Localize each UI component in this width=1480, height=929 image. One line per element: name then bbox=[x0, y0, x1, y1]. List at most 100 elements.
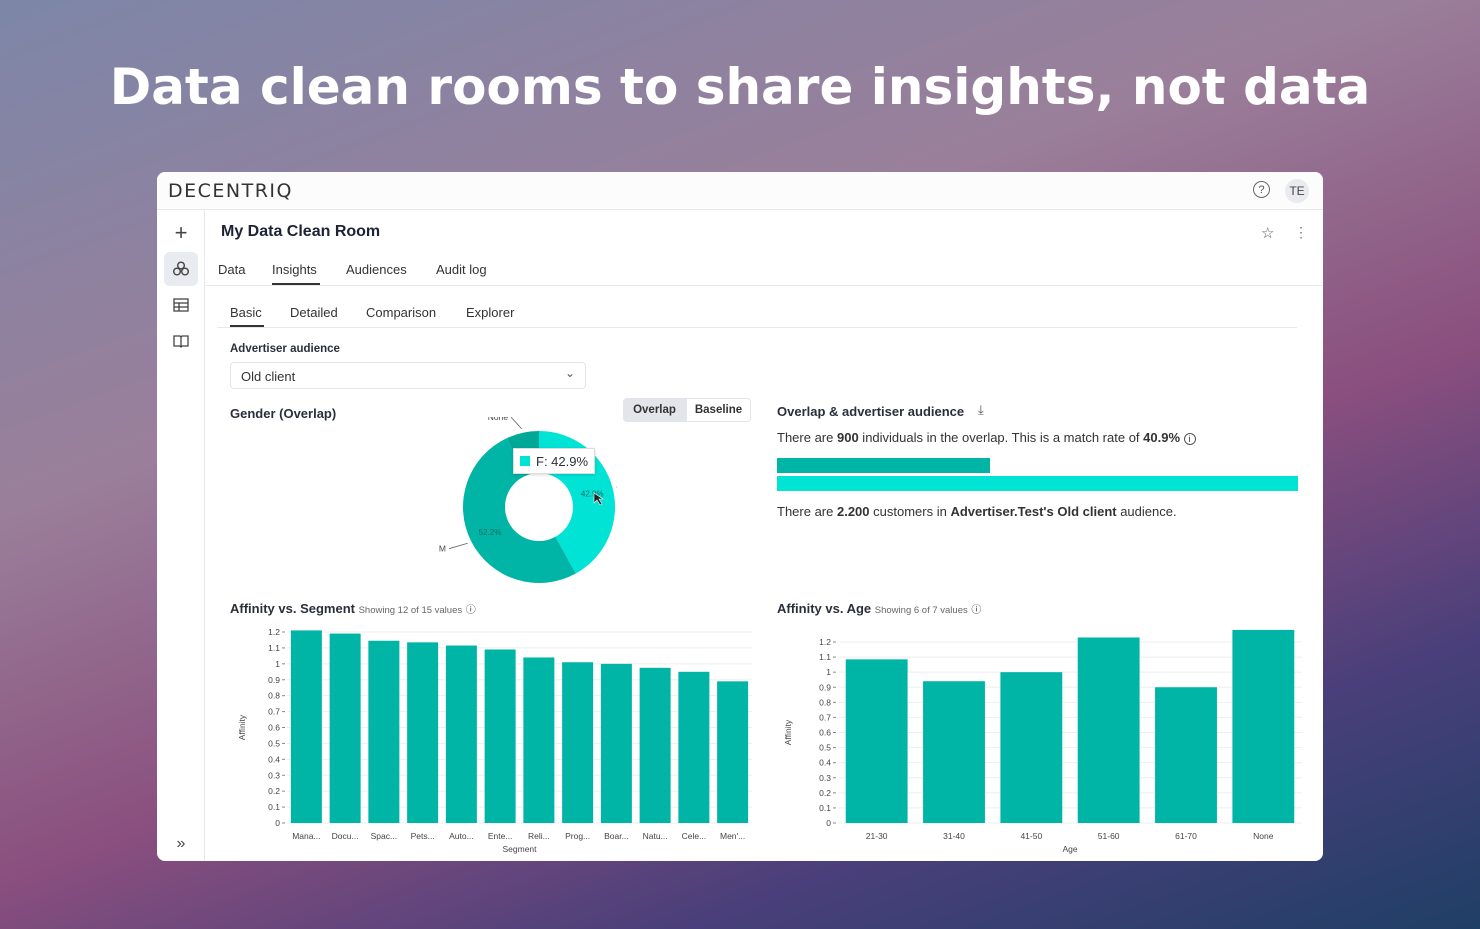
tab-insights[interactable]: Insights bbox=[272, 262, 317, 277]
y-tick-label: 1.2 bbox=[268, 627, 280, 637]
y-tick-label: 0.3 bbox=[268, 770, 280, 780]
slice-value-label: 42.9% bbox=[581, 489, 604, 498]
y-axis-label: Affinity bbox=[237, 714, 247, 740]
bar bbox=[484, 649, 516, 823]
slice-leader-line bbox=[616, 486, 617, 488]
y-tick-label: 0.4 bbox=[819, 758, 831, 768]
logo: DECENTRIQ bbox=[168, 180, 293, 202]
overlap-title: Overlap & advertiser audience bbox=[777, 404, 965, 419]
y-tick-label: 1.1 bbox=[819, 652, 831, 662]
tab-audit-log[interactable]: Audit log bbox=[436, 262, 487, 277]
y-tick-label: 1.2 bbox=[819, 637, 831, 647]
help-icon[interactable]: ? bbox=[1253, 181, 1270, 198]
overlap-text: There are 900 individuals in the overlap… bbox=[777, 430, 1196, 445]
x-tick-label: Mana... bbox=[292, 831, 320, 841]
x-tick-label: 61-70 bbox=[1175, 831, 1197, 841]
top-bar: DECENTRIQ ? TE bbox=[157, 172, 1323, 210]
slice-name-label: None bbox=[488, 417, 509, 422]
y-tick-label: 0.3 bbox=[819, 773, 831, 783]
audience-select[interactable]: Old client ⌄ bbox=[230, 362, 586, 389]
info-icon[interactable]: ⓘ bbox=[971, 605, 982, 616]
donut-slice-m bbox=[462, 438, 576, 583]
info-icon[interactable]: ⓘ bbox=[465, 605, 476, 616]
more-options-icon[interactable]: ⋮ bbox=[1294, 224, 1308, 240]
segment-bar-chart: 0 0.1 0.2 0.3 0.4 0.5 0.6 0.7 0.8 0.9 1 1.1 1.2 Mana.… bbox=[237, 627, 752, 854]
bar bbox=[445, 645, 477, 823]
expand-sidebar-icon[interactable]: » bbox=[176, 835, 186, 852]
y-tick-label: 0.8 bbox=[819, 697, 831, 707]
divider bbox=[205, 285, 1323, 286]
x-tick-label: 31-40 bbox=[943, 831, 965, 841]
subtab-explorer[interactable]: Explorer bbox=[466, 305, 515, 320]
overlap-toggle[interactable]: Overlap bbox=[623, 398, 686, 422]
bar bbox=[600, 663, 632, 823]
plus-icon[interactable]: + bbox=[174, 220, 188, 245]
tab-audiences[interactable]: Audiences bbox=[346, 262, 407, 277]
x-tick-label: 21-30 bbox=[866, 831, 888, 841]
bar bbox=[407, 642, 439, 823]
info-icon[interactable]: i bbox=[1183, 433, 1196, 445]
x-tick-label: None bbox=[1253, 831, 1274, 841]
bar bbox=[639, 667, 671, 823]
y-tick-label: 0.1 bbox=[819, 803, 831, 813]
audience-label: Advertiser audience bbox=[230, 343, 340, 355]
bar bbox=[678, 671, 710, 823]
bar bbox=[329, 633, 361, 823]
y-tick-label: 0 bbox=[275, 818, 280, 828]
subtab-comparison[interactable]: Comparison bbox=[366, 305, 437, 320]
x-axis-label: Segment bbox=[502, 844, 537, 854]
audience-bar bbox=[777, 476, 1298, 491]
y-tick-label: 0.1 bbox=[268, 802, 280, 812]
y-tick-label: 0.2 bbox=[819, 788, 831, 798]
x-tick-label: Men'... bbox=[720, 831, 745, 841]
y-axis-label: Affinity bbox=[783, 719, 793, 745]
audience-text: There are 2.200 customers in Advertiser.… bbox=[777, 504, 1177, 519]
slice-leader-line bbox=[448, 542, 468, 550]
subtab-basic[interactable]: Basic bbox=[230, 305, 262, 320]
datarooms-icon[interactable] bbox=[164, 252, 198, 286]
avatar[interactable]: TE bbox=[1285, 179, 1309, 203]
star-icon[interactable]: ☆ bbox=[1261, 225, 1275, 242]
y-tick-label: 1 bbox=[275, 659, 280, 669]
y-tick-label: 0.6 bbox=[268, 723, 280, 733]
y-tick-label: 0.9 bbox=[268, 675, 280, 685]
bar bbox=[1232, 629, 1295, 823]
x-tick-label: Reli... bbox=[528, 831, 550, 841]
tooltip-text: F: 42.9% bbox=[536, 453, 589, 469]
bar bbox=[1000, 672, 1063, 823]
baseline-toggle[interactable]: Baseline bbox=[686, 398, 751, 422]
bar bbox=[1155, 687, 1217, 823]
headline: Data clean rooms to share insights, not … bbox=[109, 58, 1371, 116]
y-tick-label: 0.8 bbox=[268, 691, 280, 701]
legend-swatch bbox=[520, 456, 530, 466]
audience-value: Old client bbox=[241, 369, 296, 384]
y-tick-label: 0.2 bbox=[268, 786, 280, 796]
bar bbox=[562, 662, 594, 823]
x-tick-label: Docu... bbox=[332, 831, 359, 841]
bar bbox=[523, 657, 555, 823]
tab-data[interactable]: Data bbox=[218, 262, 246, 277]
age-chart-title: Affinity vs. Age Showing 6 of 7 values ⓘ bbox=[777, 601, 982, 616]
x-tick-label: Auto... bbox=[449, 831, 474, 841]
y-tick-label: 0.4 bbox=[268, 754, 280, 764]
x-tick-label: Prog... bbox=[565, 831, 590, 841]
bar bbox=[717, 681, 749, 823]
slice-name-label: M bbox=[439, 544, 446, 554]
table-icon[interactable] bbox=[164, 288, 198, 322]
x-tick-label: Ente... bbox=[488, 831, 513, 841]
subtab-active-indicator bbox=[230, 325, 264, 327]
x-tick-label: Boar... bbox=[604, 831, 629, 841]
age-bar-chart: 0 0.1 0.2 0.3 0.4 0.5 0.6 0.7 0.8 0.9 1 1.1 1.2 21-30… bbox=[783, 629, 1302, 854]
book-icon[interactable] bbox=[164, 324, 198, 358]
slice-leader-line bbox=[510, 417, 522, 430]
tab-active-indicator bbox=[272, 283, 320, 285]
download-icon[interactable]: ⤓ bbox=[978, 402, 984, 417]
slice-value-label: 52.2% bbox=[479, 528, 502, 537]
x-tick-label: Cele... bbox=[682, 831, 707, 841]
y-tick-label: 0.6 bbox=[819, 728, 831, 738]
gender-donut-chart: 42.9%F52.2%M7.1%None bbox=[439, 417, 617, 583]
subtab-detailed[interactable]: Detailed bbox=[290, 305, 338, 320]
bar bbox=[1077, 637, 1140, 823]
y-tick-label: 1 bbox=[826, 667, 831, 677]
divider bbox=[217, 327, 1297, 328]
